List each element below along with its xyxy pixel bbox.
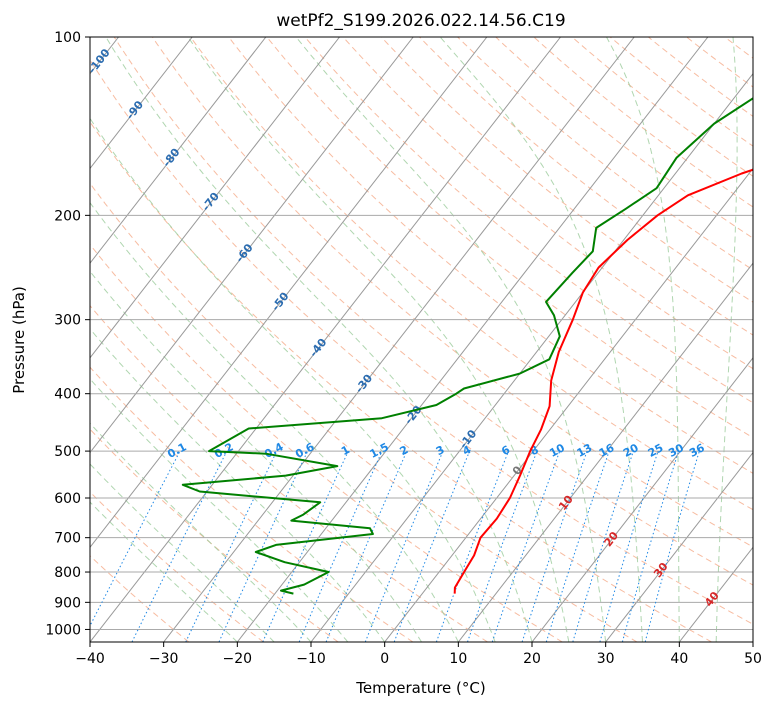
mixing-ratio-line bbox=[545, 450, 610, 642]
y-tick-label: 600 bbox=[54, 491, 81, 507]
isotherm-line bbox=[90, 37, 267, 264]
isotherm-line bbox=[531, 357, 753, 642]
isotherm-line bbox=[90, 37, 561, 642]
y-tick-label: 800 bbox=[54, 565, 81, 581]
plot-frame bbox=[89, 36, 754, 643]
moist-adiabat bbox=[90, 328, 386, 642]
dewpoint-profile-line bbox=[181, 97, 753, 595]
x-tick-label: 40 bbox=[670, 651, 688, 667]
dry-adiabat bbox=[495, 37, 753, 239]
moist-adiabat bbox=[439, 37, 643, 642]
y-axis-label: Pressure (hPa) bbox=[10, 286, 28, 394]
dry-adiabat bbox=[90, 366, 414, 642]
mixing-ratio-label: 36 bbox=[687, 441, 707, 460]
moist-adiabat bbox=[295, 37, 607, 642]
mixing-ratio-label: 16 bbox=[597, 441, 617, 460]
moist-adiabat bbox=[105, 37, 533, 642]
mixing-ratio-line bbox=[185, 450, 278, 642]
mixing-ratio-line bbox=[262, 450, 349, 642]
y-tick-label: 1000 bbox=[45, 622, 81, 638]
y-tick-label: 500 bbox=[54, 444, 81, 460]
x-tick-label: 50 bbox=[744, 651, 762, 667]
mixing-ratio-line bbox=[644, 450, 700, 642]
x-axis-label: Temperature (°C) bbox=[355, 679, 485, 697]
isotherm-line bbox=[163, 37, 635, 642]
x-tick-label: −20 bbox=[223, 651, 253, 667]
y-tick-label: 200 bbox=[54, 208, 81, 224]
isotherm-line bbox=[90, 37, 488, 549]
isotherm-line bbox=[90, 37, 193, 170]
dry-adiabat bbox=[304, 37, 753, 404]
dry-adiabat bbox=[457, 37, 753, 271]
y-axis: 100 200 300 400 500 600 700 800 900 1000 bbox=[45, 30, 90, 638]
x-axis: −40 −30 −20 −10 0 10 20 30 40 50 bbox=[75, 642, 762, 667]
isotherm-line bbox=[384, 167, 753, 642]
dry-adiabat bbox=[380, 37, 753, 336]
mixing-ratio-line bbox=[491, 450, 561, 642]
isotherm-line bbox=[605, 451, 753, 642]
mixing-ratio-line bbox=[325, 450, 408, 642]
dry-adiabat bbox=[190, 37, 753, 511]
y-tick-label: 400 bbox=[54, 387, 81, 403]
mixing-ratio-line bbox=[467, 450, 538, 642]
moist-adiabat bbox=[90, 201, 459, 642]
mixing-ratio-label: 30 bbox=[666, 441, 686, 460]
x-tick-label: 20 bbox=[523, 651, 541, 667]
y-tick-label: 900 bbox=[54, 595, 81, 611]
moist-adiabat bbox=[187, 37, 570, 642]
x-tick-label: −30 bbox=[149, 651, 179, 667]
y-tick-label: 300 bbox=[54, 313, 81, 329]
isotherm-line bbox=[90, 37, 340, 359]
moist-adiabat bbox=[90, 117, 496, 642]
dry-adiabat bbox=[342, 37, 753, 370]
y-tick-label: 100 bbox=[54, 30, 81, 46]
moist-adiabat bbox=[90, 422, 312, 642]
mixing-ratio-label: 10 bbox=[547, 441, 567, 460]
mixing-ratio-line bbox=[521, 450, 588, 642]
mixing-ratio-label: 13 bbox=[575, 441, 595, 460]
mixing-ratio-line bbox=[572, 450, 634, 642]
dry-adiabat bbox=[90, 58, 753, 625]
dry-adiabat bbox=[90, 243, 563, 642]
mixing-ratio-line bbox=[621, 450, 680, 642]
x-tick-label: 10 bbox=[449, 651, 467, 667]
moist-adiabat bbox=[606, 37, 680, 642]
moist-adiabat bbox=[90, 463, 275, 642]
dry-adiabat bbox=[266, 37, 753, 439]
dry-adiabat bbox=[90, 182, 638, 642]
mixing-ratio-label: 25 bbox=[646, 441, 666, 460]
moist-adiabat bbox=[715, 37, 738, 642]
isotherm-line bbox=[310, 72, 753, 642]
x-tick-label: −10 bbox=[296, 651, 326, 667]
mixing-ratio-label: 20 bbox=[621, 441, 641, 460]
background-lines bbox=[90, 37, 753, 642]
isotherm-line bbox=[457, 262, 753, 642]
dry-adiabat bbox=[419, 37, 753, 303]
x-tick-label: 0 bbox=[380, 651, 389, 667]
dry-adiabat bbox=[113, 37, 753, 586]
mixing-ratio-line bbox=[599, 450, 659, 642]
x-tick-label: −40 bbox=[75, 651, 105, 667]
y-tick-label: 700 bbox=[54, 531, 81, 547]
moist-adiabat bbox=[90, 501, 238, 642]
profile-lines bbox=[181, 97, 753, 595]
temperature-profile-line bbox=[453, 168, 753, 594]
x-tick-label: 30 bbox=[597, 651, 615, 667]
moist-adiabat bbox=[90, 270, 422, 642]
mixing-ratio-line bbox=[298, 450, 383, 642]
isotherm-line bbox=[90, 37, 414, 454]
dry-adiabat bbox=[151, 37, 753, 548]
mixing-ratio-line bbox=[218, 450, 309, 642]
chart-title: wetPf2_S199.2026.022.14.56.C19 bbox=[276, 11, 565, 31]
